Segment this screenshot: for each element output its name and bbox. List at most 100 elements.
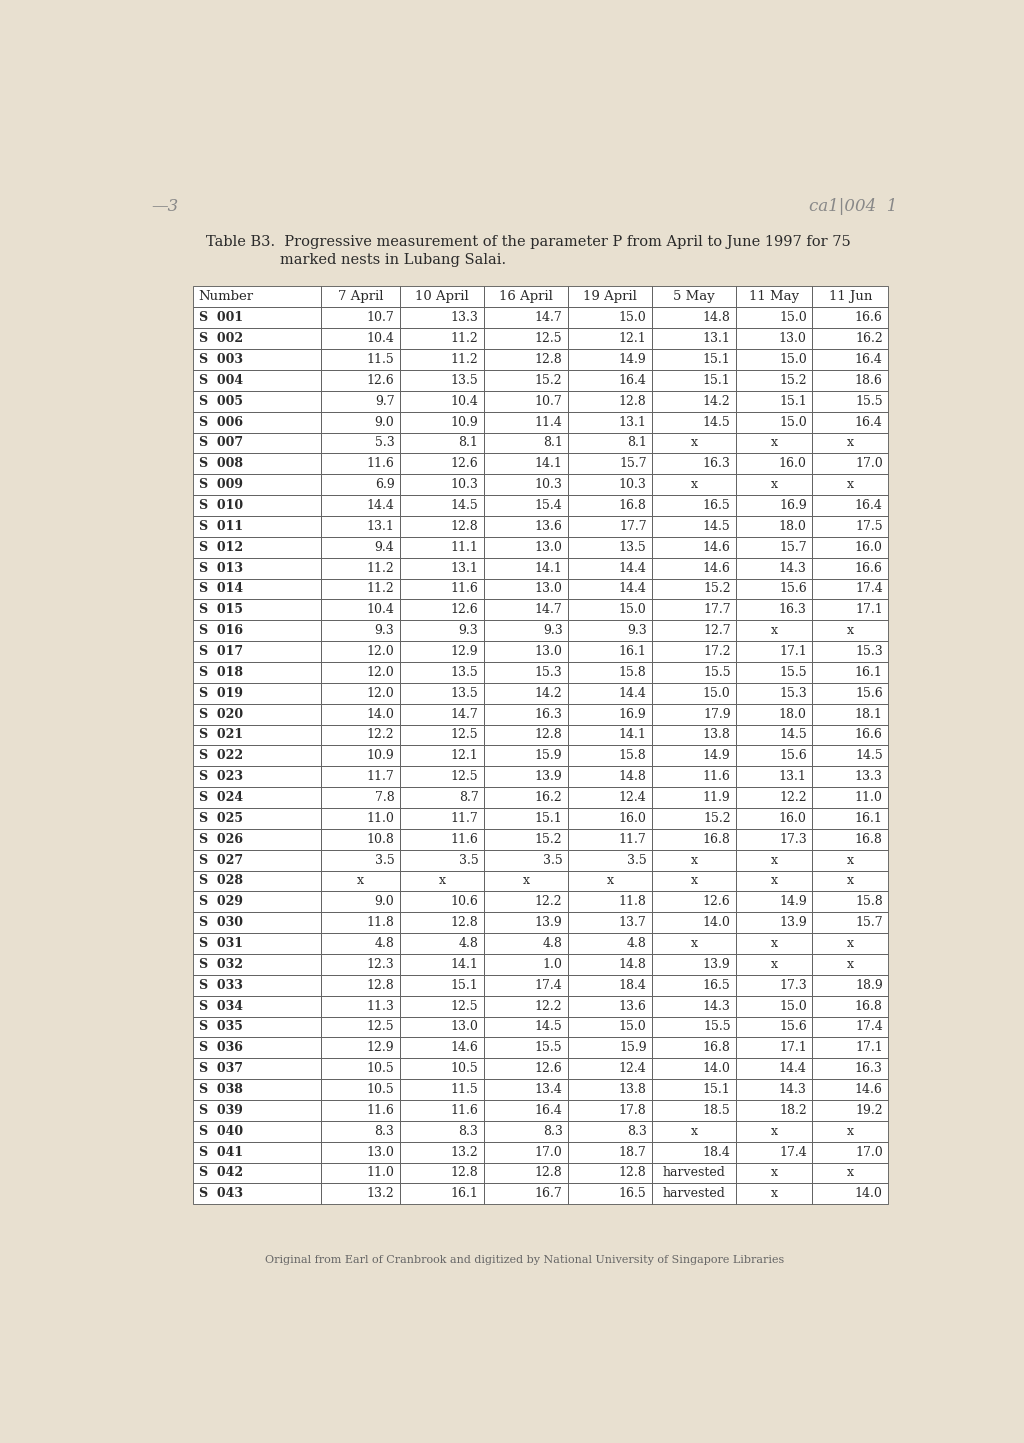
Bar xyxy=(321,287,400,307)
Bar xyxy=(812,1183,888,1205)
Text: Number: Number xyxy=(199,290,254,303)
Bar xyxy=(194,996,321,1016)
Text: S  031: S 031 xyxy=(199,937,243,949)
Text: 16.6: 16.6 xyxy=(855,561,883,574)
Bar xyxy=(812,786,888,808)
Text: 12.6: 12.6 xyxy=(451,603,478,616)
Bar xyxy=(812,828,888,850)
Bar xyxy=(736,453,812,475)
Text: 18.9: 18.9 xyxy=(855,978,883,991)
Text: 16.4: 16.4 xyxy=(535,1104,562,1117)
Bar xyxy=(652,996,736,1016)
Text: 15.1: 15.1 xyxy=(535,812,562,825)
Text: S  043: S 043 xyxy=(199,1188,243,1201)
Bar xyxy=(652,307,736,328)
Bar xyxy=(484,620,568,641)
Bar xyxy=(812,328,888,349)
Bar xyxy=(736,328,812,349)
Bar xyxy=(812,1100,888,1121)
Bar xyxy=(484,1183,568,1205)
Text: 18.0: 18.0 xyxy=(779,707,807,720)
Bar xyxy=(812,369,888,391)
Text: 15.5: 15.5 xyxy=(855,395,883,408)
Text: 17.3: 17.3 xyxy=(779,978,807,991)
Text: 15.5: 15.5 xyxy=(535,1042,562,1055)
Text: x: x xyxy=(847,937,854,949)
Text: 10.6: 10.6 xyxy=(451,895,478,908)
Bar xyxy=(484,433,568,453)
Text: 16.5: 16.5 xyxy=(702,978,731,991)
Text: 12.2: 12.2 xyxy=(535,895,562,908)
Bar xyxy=(568,369,652,391)
Bar xyxy=(400,307,484,328)
Bar xyxy=(812,475,888,495)
Bar xyxy=(321,307,400,328)
Bar xyxy=(652,766,736,786)
Text: 10.9: 10.9 xyxy=(451,416,478,429)
Bar xyxy=(812,1163,888,1183)
Bar xyxy=(812,954,888,975)
Text: x: x xyxy=(357,874,364,887)
Text: 12.8: 12.8 xyxy=(535,1166,562,1179)
Text: 12.8: 12.8 xyxy=(451,1166,478,1179)
Bar xyxy=(568,766,652,786)
Bar xyxy=(736,766,812,786)
Text: S  023: S 023 xyxy=(199,771,243,784)
Text: 13.5: 13.5 xyxy=(451,665,478,678)
Bar xyxy=(400,287,484,307)
Text: 10.8: 10.8 xyxy=(367,833,394,846)
Bar xyxy=(321,537,400,557)
Text: 8.1: 8.1 xyxy=(459,436,478,449)
Bar xyxy=(400,369,484,391)
Bar xyxy=(652,369,736,391)
Text: 17.2: 17.2 xyxy=(703,645,731,658)
Bar xyxy=(484,411,568,433)
Bar xyxy=(652,870,736,892)
Bar xyxy=(736,892,812,912)
Bar xyxy=(194,517,321,537)
Text: 17.4: 17.4 xyxy=(855,583,883,596)
Text: 12.0: 12.0 xyxy=(367,687,394,700)
Bar xyxy=(812,641,888,662)
Bar xyxy=(812,1038,888,1058)
Bar xyxy=(812,1079,888,1100)
Bar xyxy=(736,475,812,495)
Bar xyxy=(484,328,568,349)
Bar xyxy=(484,1058,568,1079)
Text: 3.5: 3.5 xyxy=(627,854,646,867)
Bar xyxy=(484,704,568,724)
Text: 14.0: 14.0 xyxy=(702,916,731,929)
Text: S  033: S 033 xyxy=(199,978,243,991)
Text: 17.8: 17.8 xyxy=(618,1104,646,1117)
Text: 11.8: 11.8 xyxy=(367,916,394,929)
Text: 16.8: 16.8 xyxy=(855,833,883,846)
Bar xyxy=(736,662,812,683)
Text: 11.6: 11.6 xyxy=(702,771,731,784)
Bar xyxy=(321,349,400,369)
Text: S  011: S 011 xyxy=(199,519,243,532)
Text: 14.4: 14.4 xyxy=(618,561,646,574)
Bar xyxy=(812,391,888,411)
Text: 16.1: 16.1 xyxy=(855,665,883,678)
Bar xyxy=(652,954,736,975)
Text: 14.0: 14.0 xyxy=(855,1188,883,1201)
Bar xyxy=(194,307,321,328)
Bar xyxy=(652,1121,736,1141)
Bar xyxy=(736,1100,812,1121)
Text: 4.8: 4.8 xyxy=(627,937,646,949)
Bar xyxy=(321,870,400,892)
Bar xyxy=(652,641,736,662)
Text: 11.8: 11.8 xyxy=(618,895,646,908)
Bar xyxy=(652,850,736,870)
Bar xyxy=(484,934,568,954)
Bar xyxy=(652,662,736,683)
Bar xyxy=(321,704,400,724)
Text: 9.3: 9.3 xyxy=(627,625,646,638)
Text: 11.5: 11.5 xyxy=(451,1084,478,1097)
Bar xyxy=(568,1121,652,1141)
Bar xyxy=(484,495,568,517)
Bar xyxy=(812,870,888,892)
Text: 15.4: 15.4 xyxy=(535,499,562,512)
Text: 15.9: 15.9 xyxy=(535,749,562,762)
Bar xyxy=(652,1141,736,1163)
